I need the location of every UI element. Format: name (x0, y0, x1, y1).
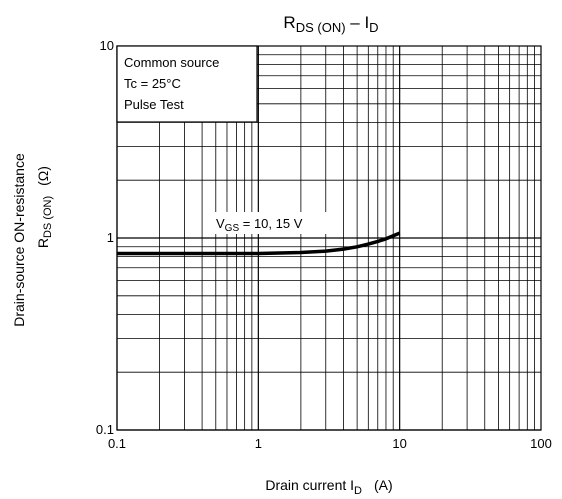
x-axis-label-text: Drain current I (265, 477, 354, 493)
y-axis-label-sub: DS (ON) (42, 196, 54, 238)
y-axis-label-main: R (35, 238, 51, 248)
y-tick-label: 1 (107, 230, 114, 245)
y-axis-label-line1: Drain-source ON-resistance (11, 153, 27, 327)
y-axis-label: Drain-source ON-resistance RDS (ON) (Ω) (11, 153, 54, 327)
x-tick-label: 100 (530, 436, 552, 451)
condition-pulse-test: Pulse Test (124, 97, 184, 112)
series-curves (117, 231, 401, 256)
series-label-box: VGS = 10, 15 V (207, 212, 339, 234)
conditions-box: Common source Tc = 25°C Pulse Test (116, 45, 258, 123)
series-line (117, 231, 401, 256)
y-axis-label-line2: RDS (ON) (35, 196, 54, 248)
x-tick-label: 10 (392, 436, 406, 451)
x-axis-label: Drain current ID (A) (265, 477, 392, 497)
series-label: VGS = 10, 15 V (216, 216, 303, 234)
y-tick-labels: 0.1 1 10 (96, 38, 114, 437)
title-sub2: D (369, 20, 378, 35)
condition-tc: Tc = 25°C (124, 76, 181, 91)
condition-common-source: Common source (124, 55, 219, 70)
x-axis-label-sub: D (354, 485, 362, 497)
y-tick-label: 10 (100, 38, 114, 53)
series-label-rest: = 10, 15 V (239, 216, 303, 231)
plot-frame (116, 45, 542, 431)
title-sub: DS (ON) (296, 20, 346, 35)
y-tick-label: 0.1 (96, 422, 114, 437)
title-main: R (283, 13, 295, 32)
x-tick-label: 1 (255, 436, 262, 451)
x-axis-label-unit: (A) (374, 477, 393, 493)
x-tick-label: 0.1 (108, 436, 126, 451)
chart-title: RDS (ON) – ID (283, 13, 378, 35)
series-label-sub: GS (225, 223, 240, 234)
x-tick-labels: 0.1 1 10 100 (108, 436, 552, 451)
title-dash: – I (346, 13, 370, 32)
series-label-main: V (216, 216, 225, 231)
y-axis-unit: (Ω) (35, 166, 51, 186)
